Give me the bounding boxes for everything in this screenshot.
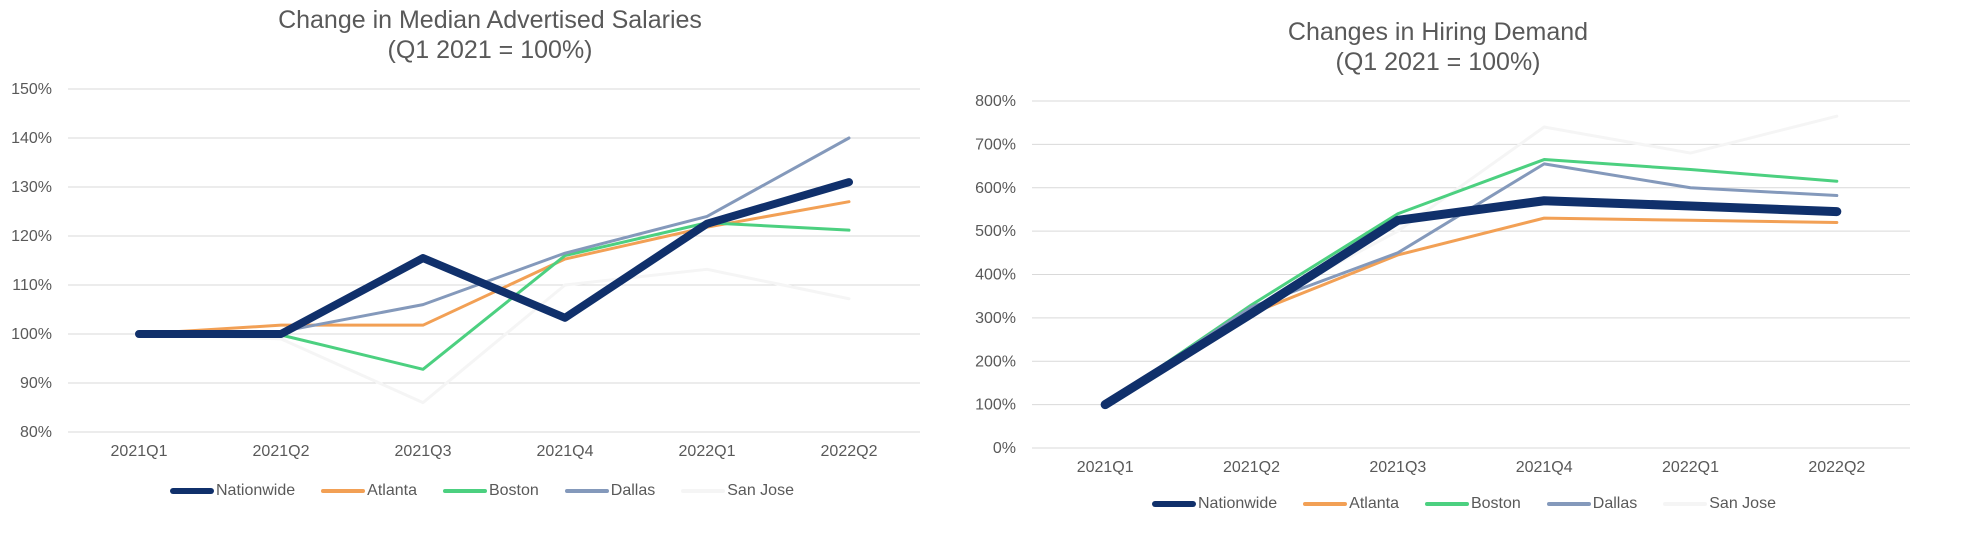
x-tick-label: 2022Q1 (679, 443, 736, 460)
legend-swatch (1303, 502, 1348, 506)
legend-swatch (321, 489, 366, 493)
y-tick-label: 700% (975, 136, 1016, 153)
legend-swatch (1424, 502, 1469, 506)
legend-label: Nationwide (216, 482, 296, 499)
y-tick-label: 80% (20, 424, 52, 441)
series-line-nationwide (135, 178, 853, 338)
chart-title-line-2: (Q1 2021 = 100%) (387, 36, 593, 64)
y-tick-label: 90% (20, 375, 52, 392)
legend-label: Atlanta (1349, 495, 1399, 512)
chart-title: Change in Median Advertised Salaries (Q1… (0, 5, 980, 65)
y-tick-label: 100% (975, 397, 1016, 414)
legend-item: Dallas (1546, 495, 1638, 513)
y-tick-label: 100% (11, 326, 52, 343)
y-tick-label: 500% (975, 223, 1016, 240)
chart-title-line-2: (Q1 2021 = 100%) (1335, 48, 1541, 76)
series-line-nationwide (1100, 196, 1842, 410)
hiring-line-chart: 0% 100% 200% 300% 400% 500% 600% 700% 800% 2021Q1… (975, 93, 1910, 476)
y-tick-label: 600% (975, 180, 1016, 197)
series-line-atlanta (1103, 216, 1839, 407)
y-tick-label: 140% (11, 130, 52, 147)
legend-item: Boston (1424, 495, 1521, 513)
y-tick-label: 130% (11, 179, 52, 196)
y-tick-label: 200% (975, 353, 1016, 370)
legend-item: San Jose (681, 482, 794, 500)
y-tick-label: 120% (11, 228, 52, 245)
y-tick-label: 150% (11, 81, 52, 98)
legend-item: Dallas (564, 482, 656, 500)
x-tick-label: 2021Q1 (111, 443, 168, 460)
legend-item: Nationwide (170, 482, 295, 500)
legend-item: Boston (442, 482, 539, 500)
chart-title: Changes in Hiring Demand (Q1 2021 = 100%… (980, 17, 1896, 77)
salary-line-chart: 80% 90% 100% 110% 120% 130% 140% 150% 2021Q1 2021… (11, 81, 920, 460)
legend-label: Atlanta (367, 482, 417, 499)
legend-label: Boston (488, 482, 539, 499)
legend-swatch (1663, 502, 1708, 506)
x-tick-label: 2021Q3 (395, 443, 452, 460)
y-tick-label: 300% (975, 310, 1016, 327)
y-tick-label: 800% (975, 93, 1016, 110)
chart-title-line-1: Changes in Hiring Demand (1287, 18, 1589, 46)
y-tick-label: 0% (993, 440, 1016, 457)
legend-swatch (564, 489, 609, 493)
x-tick-label: 2021Q4 (1516, 459, 1573, 476)
legend-label: Boston (1470, 495, 1521, 512)
x-tick-label: 2021Q2 (1223, 459, 1280, 476)
x-tick-label: 2021Q3 (1369, 459, 1426, 476)
legend-label: Dallas (1592, 495, 1638, 512)
hiring-chart-panel: Changes in Hiring Demand (Q1 2021 = 100%… (975, 0, 1962, 538)
legend-swatch (442, 489, 487, 493)
legend-item: Nationwide (1152, 495, 1277, 513)
legend-item: Atlanta (321, 482, 417, 500)
chart-legend: Nationwide Atlanta Boston Dallas San Jose (1152, 495, 1802, 513)
x-tick-label: 2021Q4 (537, 443, 594, 460)
x-tick-label: 2022Q2 (821, 443, 878, 460)
x-tick-label: 2022Q2 (1808, 459, 1865, 476)
legend-label: San Jose (727, 482, 794, 499)
legend-swatch (1546, 502, 1591, 506)
legend-label: Nationwide (1198, 495, 1278, 512)
y-tick-label: 110% (12, 277, 52, 294)
legend-swatch (681, 489, 726, 493)
x-tick-label: 2021Q2 (253, 443, 310, 460)
legend-item: Atlanta (1303, 495, 1399, 513)
x-tick-label: 2021Q1 (1077, 459, 1134, 476)
legend-swatch (1152, 501, 1196, 507)
series-line-boston (1103, 158, 1839, 407)
series-line-boston (137, 221, 851, 371)
series-line-san-jose (137, 267, 851, 405)
x-tick-label: 2022Q1 (1662, 459, 1719, 476)
legend-item: San Jose (1663, 495, 1776, 513)
chart-legend: Nationwide Atlanta Boston Dallas San Jose (170, 482, 820, 500)
legend-swatch (170, 488, 214, 494)
chart-title-line-1: Change in Median Advertised Salaries (278, 6, 702, 34)
legend-label: Dallas (610, 482, 656, 499)
legend-label: San Jose (1709, 495, 1776, 512)
salary-chart-panel: Change in Median Advertised Salaries (Q1… (0, 0, 980, 538)
y-tick-label: 400% (975, 267, 1016, 284)
series-line-dallas (1103, 162, 1839, 407)
